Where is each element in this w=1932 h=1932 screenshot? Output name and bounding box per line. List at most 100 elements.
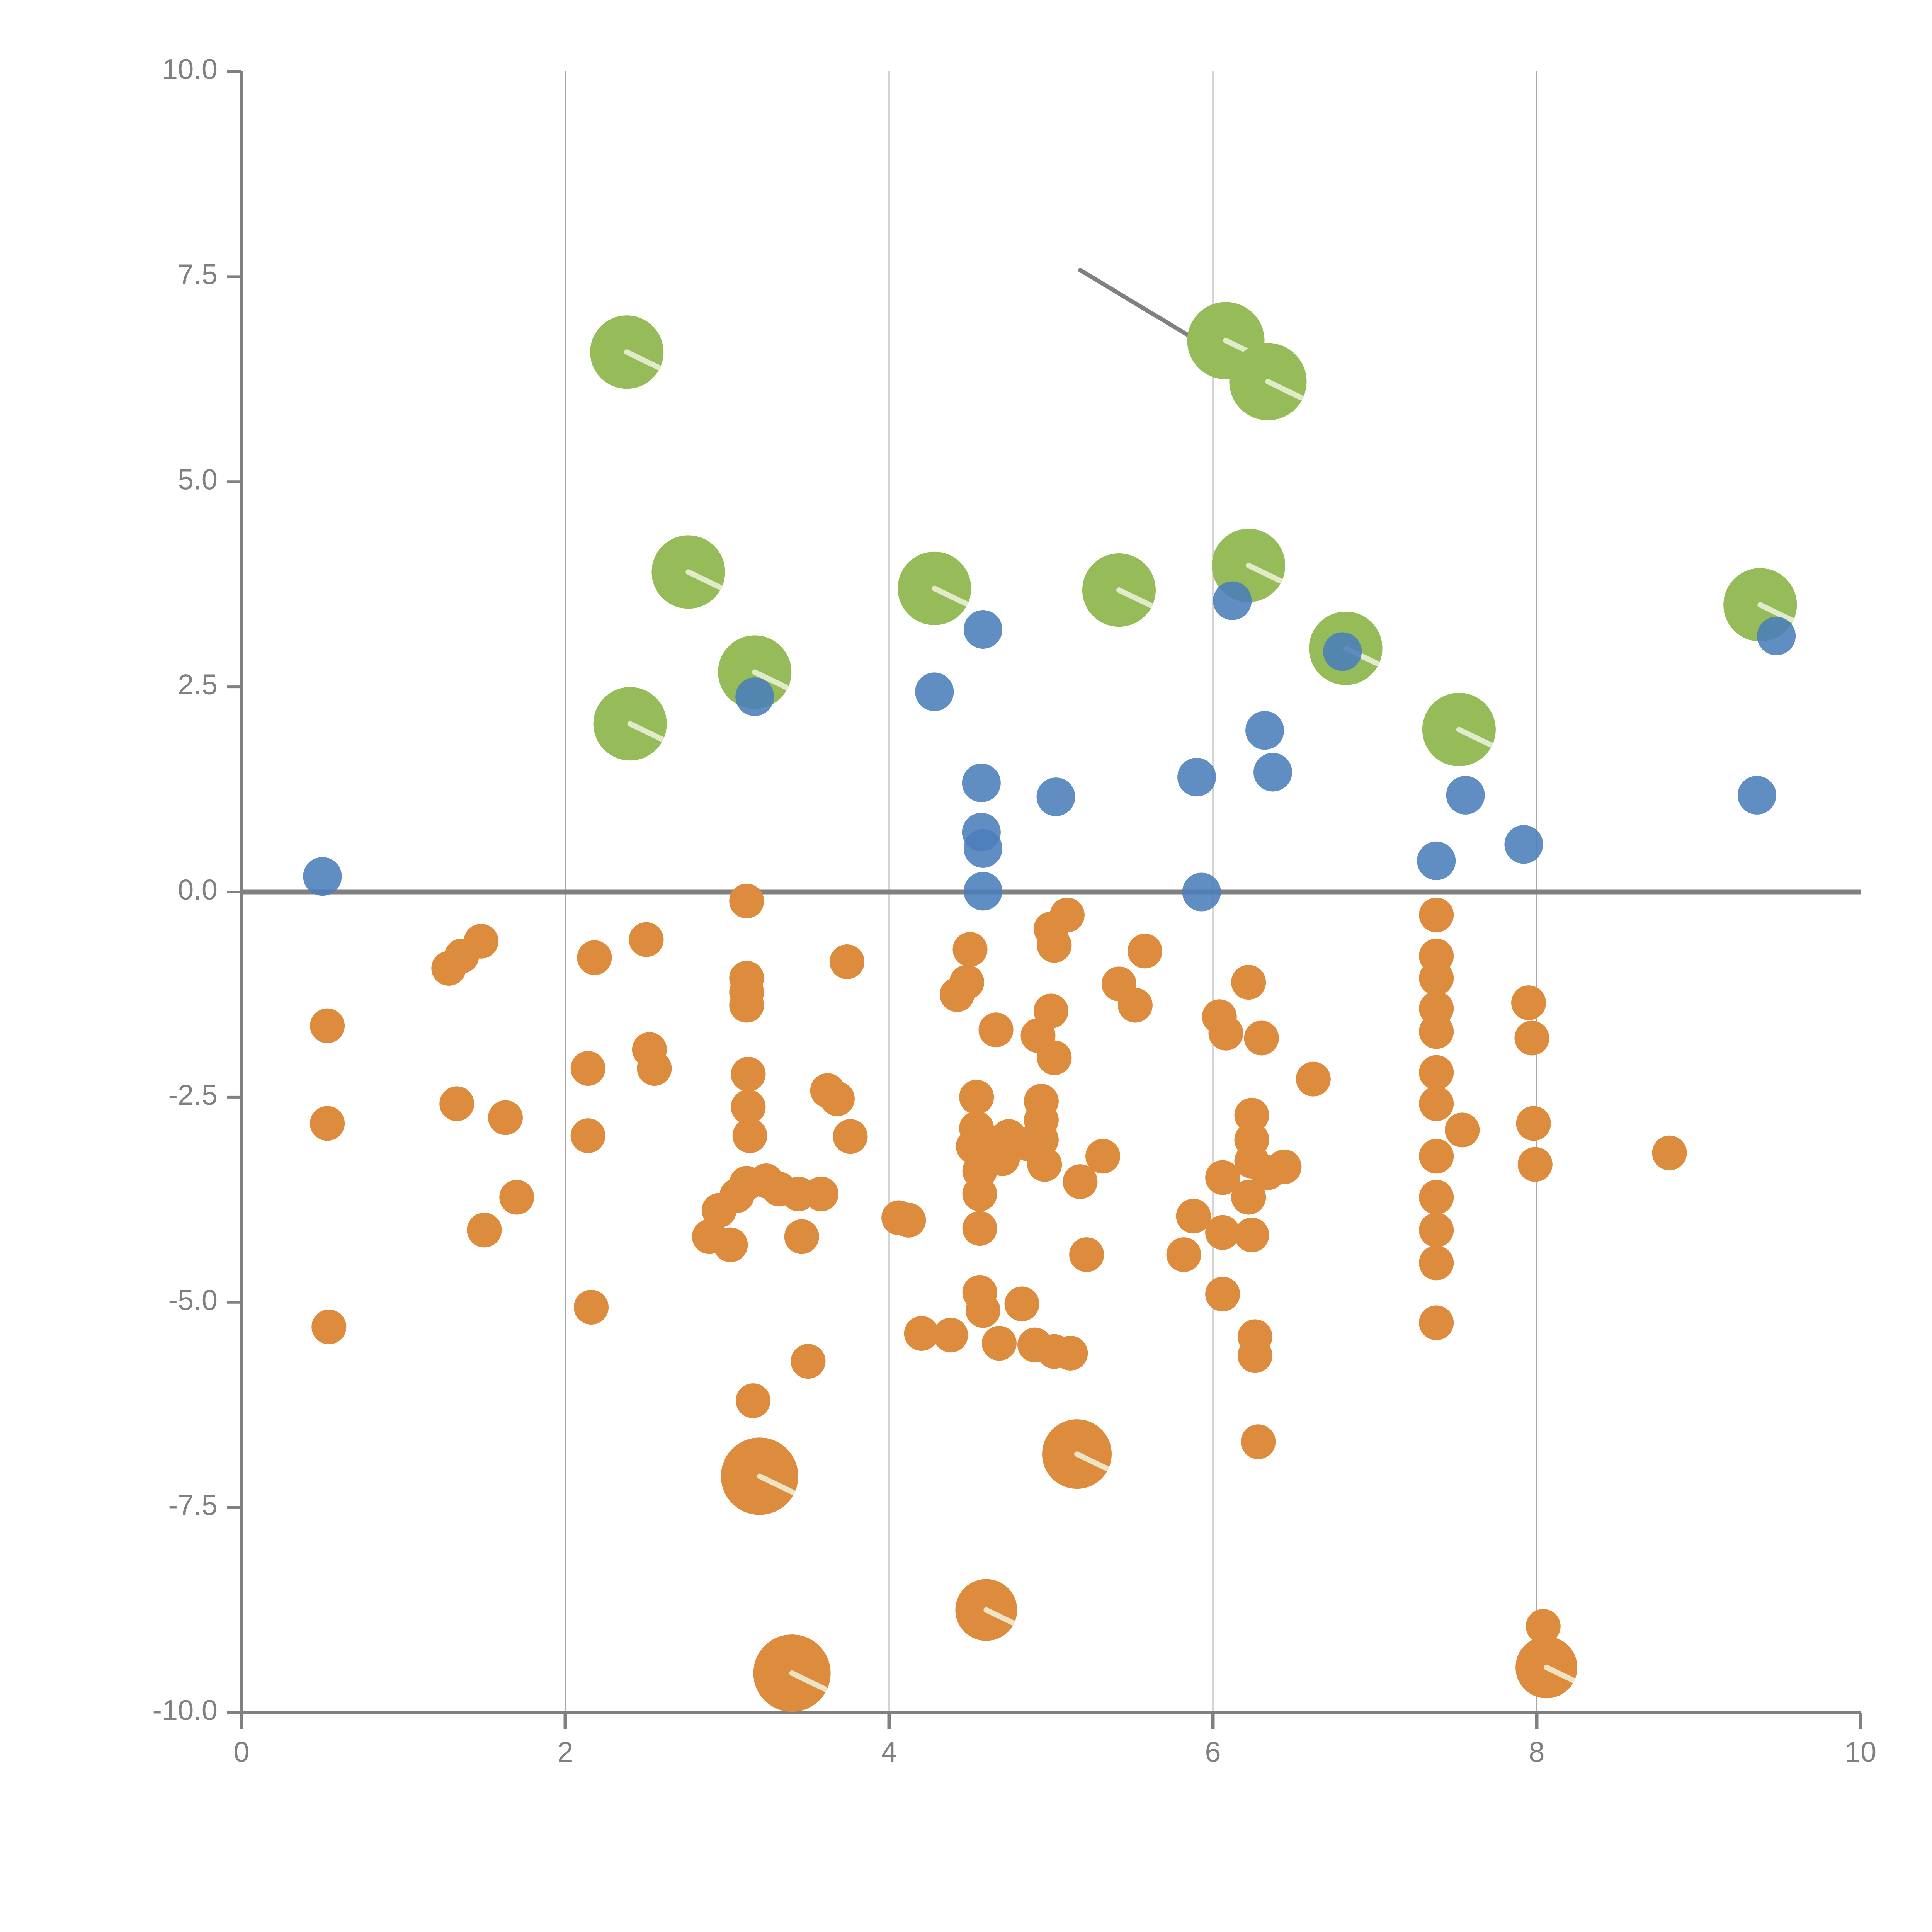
data-point[interactable] [966, 1293, 1001, 1328]
data-point[interactable] [1176, 1199, 1211, 1234]
data-point[interactable] [1166, 1237, 1201, 1272]
data-point[interactable] [1652, 1135, 1687, 1170]
data-point[interactable] [731, 1089, 766, 1124]
data-point[interactable] [439, 1086, 474, 1121]
data-point[interactable] [311, 1309, 347, 1344]
data-point[interactable] [915, 672, 954, 711]
data-point[interactable] [1419, 1305, 1454, 1340]
data-point[interactable] [1213, 581, 1252, 620]
data-point[interactable] [467, 1213, 502, 1248]
data-point[interactable] [964, 829, 1003, 868]
data-point[interactable] [1514, 1020, 1549, 1056]
data-point[interactable] [736, 1383, 771, 1418]
data-point[interactable] [1446, 776, 1485, 815]
data-point[interactable] [962, 764, 1001, 803]
data-point[interactable] [833, 1119, 868, 1154]
data-point[interactable] [731, 1056, 766, 1092]
data-point[interactable] [959, 1080, 994, 1115]
data-point[interactable] [820, 1081, 855, 1116]
series-orange[interactable] [310, 883, 1687, 1712]
data-point[interactable] [904, 1316, 939, 1351]
data-points[interactable] [303, 302, 1797, 1712]
data-point[interactable] [1027, 1147, 1062, 1182]
data-point[interactable] [791, 1344, 826, 1379]
data-point[interactable] [713, 1227, 748, 1262]
data-point[interactable] [962, 1211, 997, 1246]
data-point[interactable] [1417, 841, 1456, 880]
data-point[interactable] [1208, 1015, 1243, 1051]
data-point[interactable] [729, 883, 764, 918]
data-point[interactable] [574, 1289, 609, 1325]
data-point[interactable] [1511, 985, 1546, 1020]
data-point[interactable] [1323, 632, 1362, 671]
data-point[interactable] [1234, 1218, 1269, 1253]
data-point[interactable] [1419, 1213, 1454, 1248]
data-point[interactable] [962, 1176, 997, 1211]
data-point[interactable] [735, 677, 774, 716]
series-green[interactable] [590, 302, 1797, 767]
data-point[interactable] [1419, 1139, 1454, 1174]
data-point[interactable] [1445, 1112, 1480, 1148]
data-point[interactable] [978, 1012, 1014, 1048]
data-point[interactable] [729, 988, 764, 1023]
data-point[interactable] [1231, 1180, 1266, 1215]
data-point[interactable] [577, 940, 612, 975]
data-point[interactable] [1237, 1338, 1272, 1373]
data-point[interactable] [964, 872, 1003, 911]
data-point[interactable] [1117, 988, 1153, 1023]
data-point[interactable] [1419, 1055, 1454, 1090]
data-point[interactable] [1516, 1106, 1551, 1141]
data-point[interactable] [310, 1106, 345, 1141]
data-point[interactable] [804, 1176, 839, 1211]
data-point[interactable] [464, 923, 499, 959]
data-point[interactable] [1128, 934, 1163, 969]
data-point[interactable] [1757, 616, 1796, 655]
data-point[interactable] [629, 922, 664, 957]
data-point[interactable] [1037, 1040, 1072, 1075]
data-point[interactable] [1053, 1335, 1088, 1371]
data-point[interactable] [1419, 1180, 1454, 1215]
data-point[interactable] [1253, 753, 1293, 792]
data-point[interactable] [891, 1202, 926, 1238]
data-point[interactable] [732, 1118, 767, 1153]
data-point[interactable] [1296, 1061, 1331, 1097]
data-point[interactable] [949, 965, 985, 1000]
data-point[interactable] [1063, 1164, 1098, 1199]
data-point[interactable] [933, 1318, 968, 1353]
data-point[interactable] [1205, 1277, 1240, 1312]
data-point[interactable] [1069, 1237, 1104, 1272]
data-point[interactable] [964, 610, 1003, 649]
data-point[interactable] [1036, 777, 1075, 816]
data-point[interactable] [570, 1051, 605, 1086]
data-point[interactable] [303, 857, 342, 896]
data-point[interactable] [1177, 758, 1216, 797]
series-blue[interactable] [303, 581, 1796, 912]
data-point[interactable] [1205, 1160, 1240, 1195]
data-point[interactable] [1419, 1086, 1454, 1121]
data-point[interactable] [1037, 928, 1072, 963]
data-point[interactable] [1049, 897, 1085, 932]
data-point[interactable] [830, 944, 865, 979]
data-point[interactable] [499, 1180, 534, 1215]
data-point[interactable] [637, 1051, 672, 1086]
data-point[interactable] [981, 1326, 1017, 1361]
data-point[interactable] [310, 1008, 345, 1043]
data-point[interactable] [1504, 825, 1543, 864]
data-point[interactable] [1231, 965, 1266, 1000]
data-point[interactable] [1205, 1215, 1240, 1250]
data-point[interactable] [1419, 1014, 1454, 1049]
data-point[interactable] [488, 1100, 523, 1135]
data-point[interactable] [1085, 1139, 1121, 1174]
data-point[interactable] [1034, 993, 1068, 1029]
data-point[interactable] [1241, 1424, 1276, 1459]
data-point[interactable] [1004, 1286, 1039, 1321]
data-point[interactable] [1419, 1245, 1454, 1281]
data-point[interactable] [1737, 776, 1776, 815]
data-point[interactable] [952, 932, 988, 967]
data-point[interactable] [570, 1118, 605, 1153]
data-point[interactable] [1517, 1147, 1553, 1182]
data-point[interactable] [1244, 1020, 1279, 1056]
data-point[interactable] [1234, 1098, 1269, 1133]
data-point[interactable] [1182, 872, 1221, 912]
data-point[interactable] [1526, 1609, 1561, 1644]
